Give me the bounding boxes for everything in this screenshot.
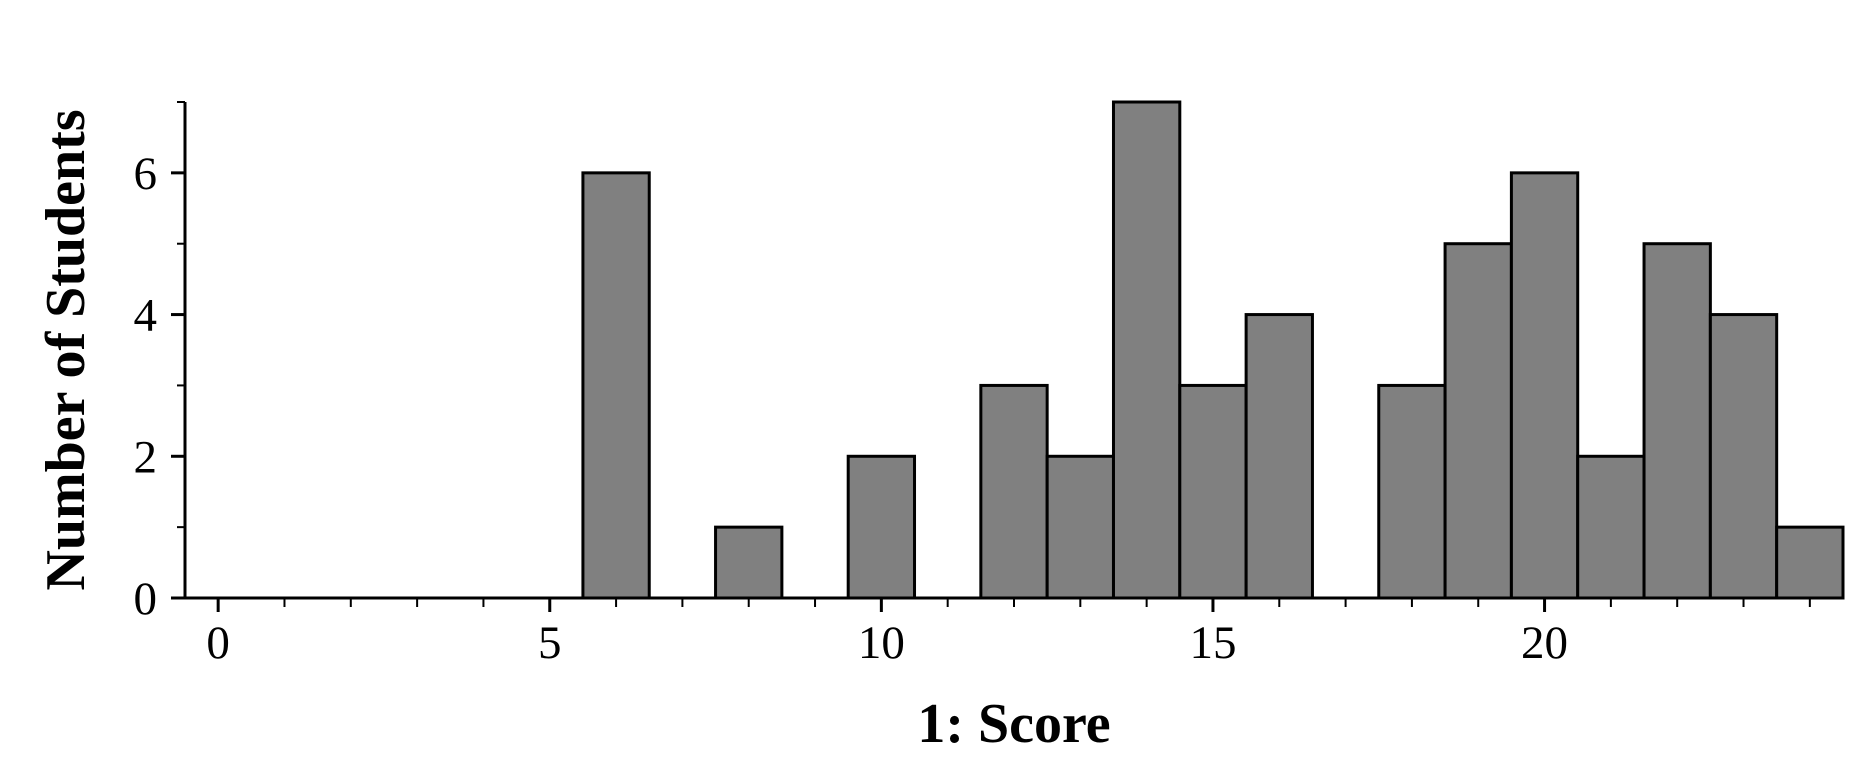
bar [846,454,917,600]
x-tick-label: 20 [1521,617,1568,669]
bar [1244,313,1314,600]
bar [1509,171,1580,600]
x-axis-title: 1: Score [917,693,1110,755]
x-tick-label: 5 [538,617,562,669]
bar [1775,525,1845,600]
bar [1178,383,1248,600]
bar [1642,242,1712,600]
bar [1111,100,1182,600]
x-tick-label: 0 [206,617,230,669]
x-tick-label: 15 [1189,617,1236,669]
bar [1045,454,1115,600]
bar [1576,454,1646,600]
bar [714,525,784,600]
y-tick-label: 0 [134,573,158,625]
y-tick-label: 4 [134,290,158,342]
bar [581,171,651,600]
bar [1377,383,1447,600]
y-axis-title: Number of Students [35,109,97,590]
bar [979,383,1049,600]
bar [1708,313,1779,600]
bar [1443,242,1513,600]
y-tick-label: 2 [134,431,158,483]
x-tick-label: 10 [858,617,905,669]
y-tick-label: 6 [134,148,158,200]
